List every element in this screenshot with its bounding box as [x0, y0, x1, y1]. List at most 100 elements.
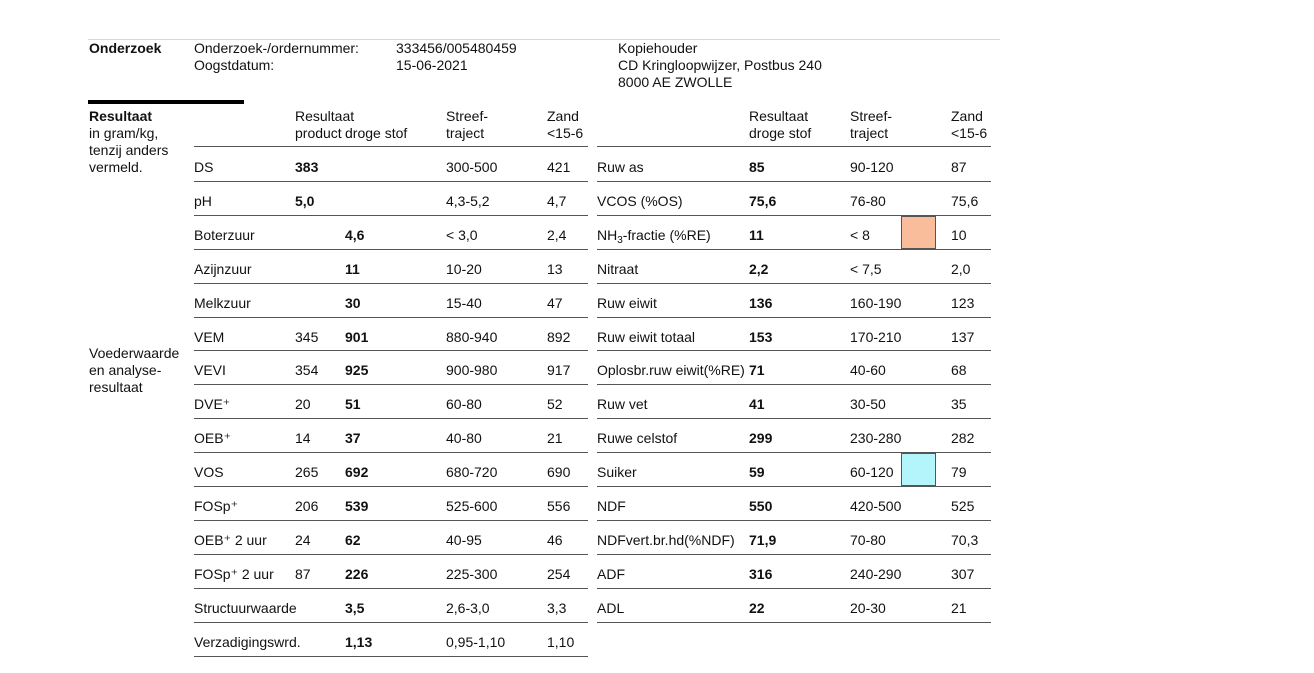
right-row-sand: 75,6 [951, 192, 979, 209]
left-row-sand: 47 [547, 294, 563, 311]
right-row-sand: 87 [951, 159, 967, 175]
right-row-sand: 525 [951, 498, 975, 514]
right-row-divider [597, 317, 991, 318]
right-row-name: Ruwe celstof [597, 430, 678, 447]
left-row-name: OEB⁺ 2 uur [194, 531, 267, 548]
left-header-product: product [295, 125, 342, 141]
left-row-name: pH [194, 192, 212, 209]
left-row-name: Azijnzuur [194, 260, 252, 277]
right-row-sand: 123 [951, 294, 975, 311]
left-row-sand: 556 [547, 498, 571, 514]
left-row-target: 680-720 [446, 464, 498, 481]
right-row-name: Ruw vet [597, 396, 648, 413]
left-header-target-2: traject [446, 125, 485, 141]
right-row-divider [597, 249, 991, 250]
harvest-value: 15-06-2021 [396, 57, 468, 73]
right-row-dry-matter: 22 [749, 599, 765, 616]
top-divider [88, 39, 1000, 40]
right-header-sand-2: <15-6 [951, 125, 988, 141]
left-row-target: < 3,0 [446, 226, 478, 243]
subscript: 3 [617, 234, 623, 246]
right-row-target: 40-60 [850, 362, 886, 379]
left-row-name: VEM [194, 328, 225, 345]
left-row-divider [194, 588, 588, 589]
right-row-target: 240-290 [850, 565, 902, 582]
left-row-name: Melkzuur [194, 294, 251, 311]
left-row-dry-matter: 62 [345, 531, 361, 548]
right-row-target: 170-210 [850, 328, 902, 345]
deviation-flag [901, 453, 936, 486]
left-row-dry-matter: 51 [345, 396, 361, 413]
left-row-product: 354 [295, 362, 319, 379]
left-row-sand: 421 [547, 159, 571, 175]
left-row-dry-matter: 3,5 [345, 599, 365, 616]
right-header-divider [597, 146, 991, 147]
left-row-sand: 690 [547, 464, 571, 481]
left-row-name: VEVI [194, 362, 226, 379]
right-row-divider [597, 520, 991, 521]
left-row-sand: 254 [547, 565, 571, 582]
feed-value-line3: resultaat [89, 379, 143, 395]
right-row-dry-matter: 550 [749, 498, 773, 514]
right-row-sand: 282 [951, 430, 975, 447]
left-row-divider [194, 215, 588, 216]
left-row-target: 300-500 [446, 159, 498, 175]
left-row-target: 60-80 [446, 396, 482, 413]
left-row-name: DS [194, 159, 214, 175]
right-header-result: Resultaat [749, 108, 809, 124]
copy-holder-line2: 8000 AE ZWOLLE [618, 74, 733, 90]
left-row-dry-matter: 1,13 [345, 633, 373, 650]
result-title: Resultaat [89, 108, 153, 124]
right-row-sand: 70,3 [951, 531, 979, 548]
right-row-target: 30-50 [850, 396, 886, 413]
left-row-product: 206 [295, 498, 319, 514]
right-row-name: NDFvert.br.hd(%NDF) [597, 531, 735, 548]
left-row-divider [194, 554, 588, 555]
left-row-divider [194, 384, 588, 385]
right-header-target-1: Streef- [850, 108, 893, 124]
right-row-sand: 68 [951, 362, 967, 379]
right-row-divider [597, 452, 991, 453]
right-row-name: Suiker [597, 464, 637, 481]
right-row-divider [597, 588, 991, 589]
right-row-dry-matter: 75,6 [749, 192, 777, 209]
right-row-name: VCOS (%OS) [597, 192, 683, 209]
right-row-divider [597, 283, 991, 284]
right-row-target: 160-190 [850, 294, 902, 311]
right-row-sand: 137 [951, 328, 975, 345]
right-row-target: 90-120 [850, 159, 894, 175]
left-row-sand: 2,4 [547, 226, 567, 243]
left-row-target: 525-600 [446, 498, 498, 514]
left-row-target: 225-300 [446, 565, 498, 582]
left-row-divider [194, 656, 588, 657]
left-row-sand: 21 [547, 430, 563, 447]
right-row-dry-matter: 71 [749, 362, 765, 379]
left-row-sand: 917 [547, 362, 571, 379]
left-row-dry-matter: 901 [345, 328, 369, 345]
left-row-target: 10-20 [446, 260, 482, 277]
left-row-target: 900-980 [446, 362, 498, 379]
right-row-name: Ruw eiwit [597, 294, 657, 311]
left-row-target: 0,95-1,10 [446, 633, 506, 650]
right-row-dry-matter: 136 [749, 294, 773, 311]
left-header-sand-1: Zand [547, 108, 579, 124]
order-value: 333456/005480459 [396, 40, 517, 56]
deviation-flag [901, 216, 936, 249]
right-row-name: Ruw as [597, 159, 644, 175]
left-row-sand: 46 [547, 531, 563, 548]
section-label: Onderzoek [89, 40, 162, 56]
right-row-divider [597, 554, 991, 555]
result-unit-line1: in gram/kg, [89, 125, 159, 141]
left-row-sand: 4,7 [547, 192, 567, 209]
right-row-name: NDF [597, 498, 626, 514]
right-row-dry-matter: 71,9 [749, 531, 777, 548]
right-row-dry-matter: 85 [749, 159, 765, 175]
left-row-product: 345 [295, 328, 319, 345]
left-row-name: FOSp⁺ 2 uur [194, 565, 274, 582]
right-row-divider [597, 486, 991, 487]
right-row-dry-matter: 153 [749, 328, 773, 345]
left-row-product: 5,0 [295, 192, 315, 209]
right-header-sand-1: Zand [951, 108, 983, 124]
left-row-dry-matter: 4,6 [345, 226, 365, 243]
left-row-target: 2,6-3,0 [446, 599, 490, 616]
